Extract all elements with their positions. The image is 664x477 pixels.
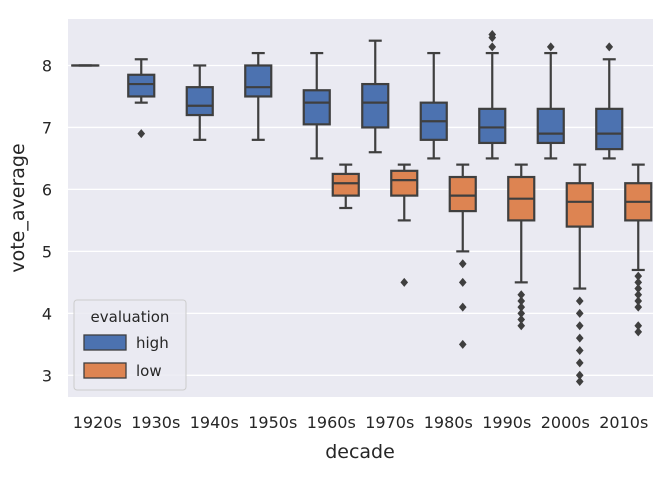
x-tick-label: 1920s (73, 413, 122, 432)
box-iqr (333, 174, 359, 196)
y-tick-labels: 3 4 5 6 7 8 (42, 56, 52, 385)
x-tick-label: 1950s (248, 413, 297, 432)
box-iqr (304, 90, 330, 124)
box-iqr (450, 177, 476, 211)
x-tick-label: 1930s (131, 413, 180, 432)
x-tick-label: 2010s (599, 413, 648, 432)
box-iqr (479, 109, 505, 143)
y-tick-label: 5 (42, 242, 52, 261)
y-axis-label: vote_average (7, 143, 29, 272)
legend-swatch-low (84, 363, 126, 378)
box-iqr (391, 171, 417, 196)
x-axis-label: decade (325, 441, 395, 463)
box-iqr (538, 109, 564, 143)
x-tick-label: 1990s (482, 413, 531, 432)
box-iqr (362, 84, 388, 127)
legend-label-high: high (136, 334, 169, 352)
box-iqr (567, 183, 593, 226)
box-iqr (128, 75, 154, 97)
y-tick-label: 8 (42, 56, 52, 75)
box-iqr (596, 109, 622, 149)
legend-title: evaluation (91, 308, 170, 326)
x-tick-label: 1940s (190, 413, 239, 432)
y-tick-label: 6 (42, 180, 52, 199)
legend-label-low: low (136, 362, 162, 380)
x-tick-label: 2000s (541, 413, 590, 432)
box-iqr (245, 65, 271, 96)
x-tick-labels: 1920s 1930s 1940s 1950s 1960s 1970s 1980s 1990s… (73, 413, 649, 432)
legend: evaluation high low (74, 300, 186, 390)
x-tick-label: 1970s (365, 413, 414, 432)
y-tick-label: 4 (42, 304, 52, 323)
y-tick-label: 7 (42, 118, 52, 137)
legend-swatch-high (84, 335, 126, 350)
y-tick-label: 3 (42, 366, 52, 385)
box-iqr (187, 87, 213, 115)
x-tick-label: 1960s (307, 413, 356, 432)
x-tick-label: 1980s (424, 413, 473, 432)
